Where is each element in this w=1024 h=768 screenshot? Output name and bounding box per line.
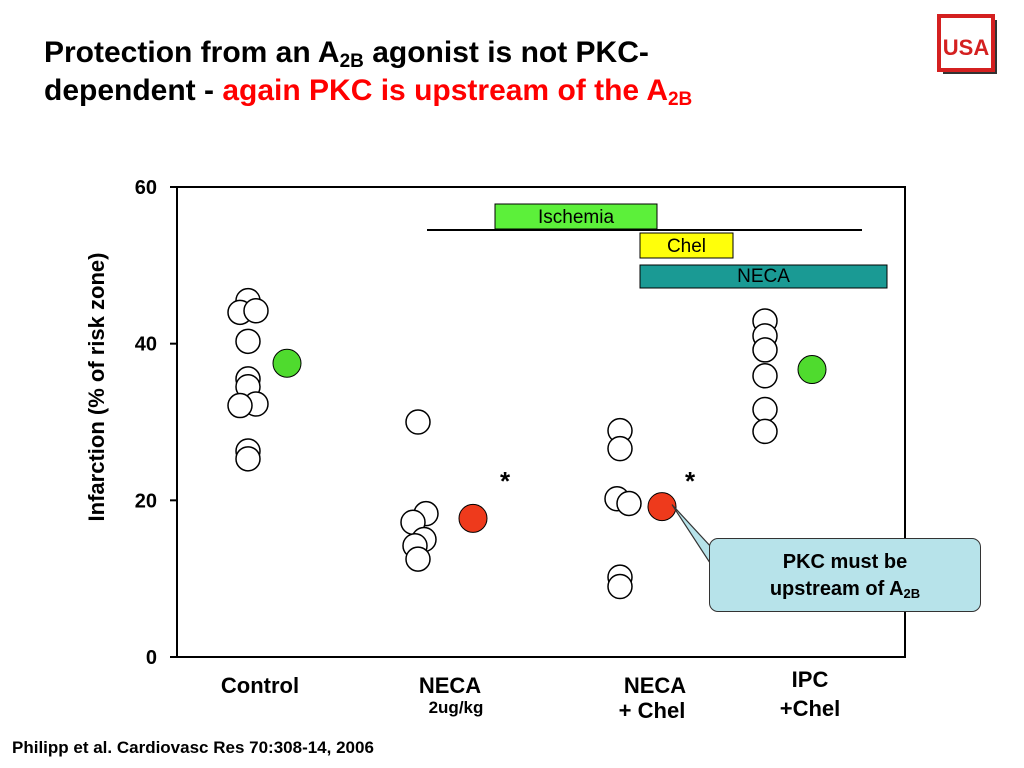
- y-tick-label: 40: [135, 334, 157, 356]
- callout-line-1: PKC must be: [782, 551, 908, 573]
- title-line1-subscript: 2B: [339, 51, 364, 72]
- title-line2-subscript: 2B: [667, 89, 693, 111]
- category-label-line1: Control: [220, 673, 300, 698]
- university-logo: USA: [937, 14, 999, 76]
- data-point: [405, 409, 431, 435]
- y-tick-label: 60: [135, 177, 157, 199]
- category-label-control: Control: [200, 672, 320, 701]
- category-label-neca-chel: NECA + Chel: [595, 672, 715, 725]
- data-point: [227, 392, 253, 419]
- plot-frame: [176, 186, 906, 658]
- protocol-bar-label-neca: NECA: [737, 266, 790, 287]
- category-label-neca: NECA 2ug/kg: [390, 672, 510, 719]
- data-point: [752, 396, 778, 423]
- protocol-bar-chel: [639, 232, 734, 259]
- callout-line-2: upstream of A2B: [710, 576, 980, 603]
- callout-line2-text: upstream of A: [769, 578, 904, 600]
- mean-point: [458, 503, 488, 533]
- protocol-bar-neca: [639, 264, 888, 289]
- protocol-bar-ischemia: [494, 203, 658, 230]
- data-point: [752, 363, 778, 389]
- citation: Philipp et al. Cardiovasc Res 70:308-14,…: [12, 738, 374, 757]
- title-line1-text: Protection from an A: [44, 36, 340, 69]
- category-label-line1: NECA: [418, 673, 482, 698]
- data-point: [235, 328, 261, 355]
- logo-text: USA: [943, 35, 990, 60]
- callout-pointer: [671, 504, 713, 569]
- protocol-bar-label-ischemia: Ischemia: [538, 207, 614, 228]
- significance-asterisk: *: [685, 466, 696, 496]
- mean-point: [647, 492, 677, 522]
- title-line-1: Protection from an A2B agonist is not PK…: [44, 34, 904, 72]
- protocol-bar-label-chel: Chel: [667, 236, 706, 257]
- data-point: [752, 337, 778, 363]
- category-label-ipc-chel: IPC +Chel: [750, 666, 870, 723]
- y-axis-label: Infarction (% of risk zone): [84, 253, 109, 522]
- category-label-line1: NECA: [623, 673, 687, 698]
- mean-point: [797, 355, 827, 385]
- significance-asterisk: *: [500, 466, 511, 496]
- data-point: [607, 573, 633, 600]
- data-point: [616, 490, 642, 517]
- data-point: [243, 298, 269, 324]
- category-label-line1: IPC: [791, 667, 829, 692]
- y-tick-label: 20: [135, 490, 157, 512]
- category-label-line2: 2ug/kg: [428, 697, 484, 717]
- title-line2-red-text: again PKC is upstream of the A: [222, 74, 668, 108]
- category-label-line2: +Chel: [779, 695, 841, 721]
- callout-subscript: 2B: [903, 586, 921, 601]
- mean-point: [272, 348, 302, 378]
- data-point: [235, 446, 261, 472]
- category-label-line2: + Chel: [618, 697, 686, 723]
- title-line2-text: dependent -: [44, 74, 223, 108]
- data-point: [607, 435, 633, 462]
- title-line-2: dependent - again PKC is upstream of the…: [44, 72, 904, 110]
- pkc-callout: PKC must be upstream of A2B: [709, 538, 981, 612]
- title-line1-rest: agonist is not PKC-: [363, 36, 649, 69]
- slide-title: Protection from an A2B agonist is not PK…: [44, 34, 904, 111]
- data-point: [405, 546, 431, 572]
- data-point: [752, 418, 778, 445]
- y-tick-label: 0: [146, 647, 157, 669]
